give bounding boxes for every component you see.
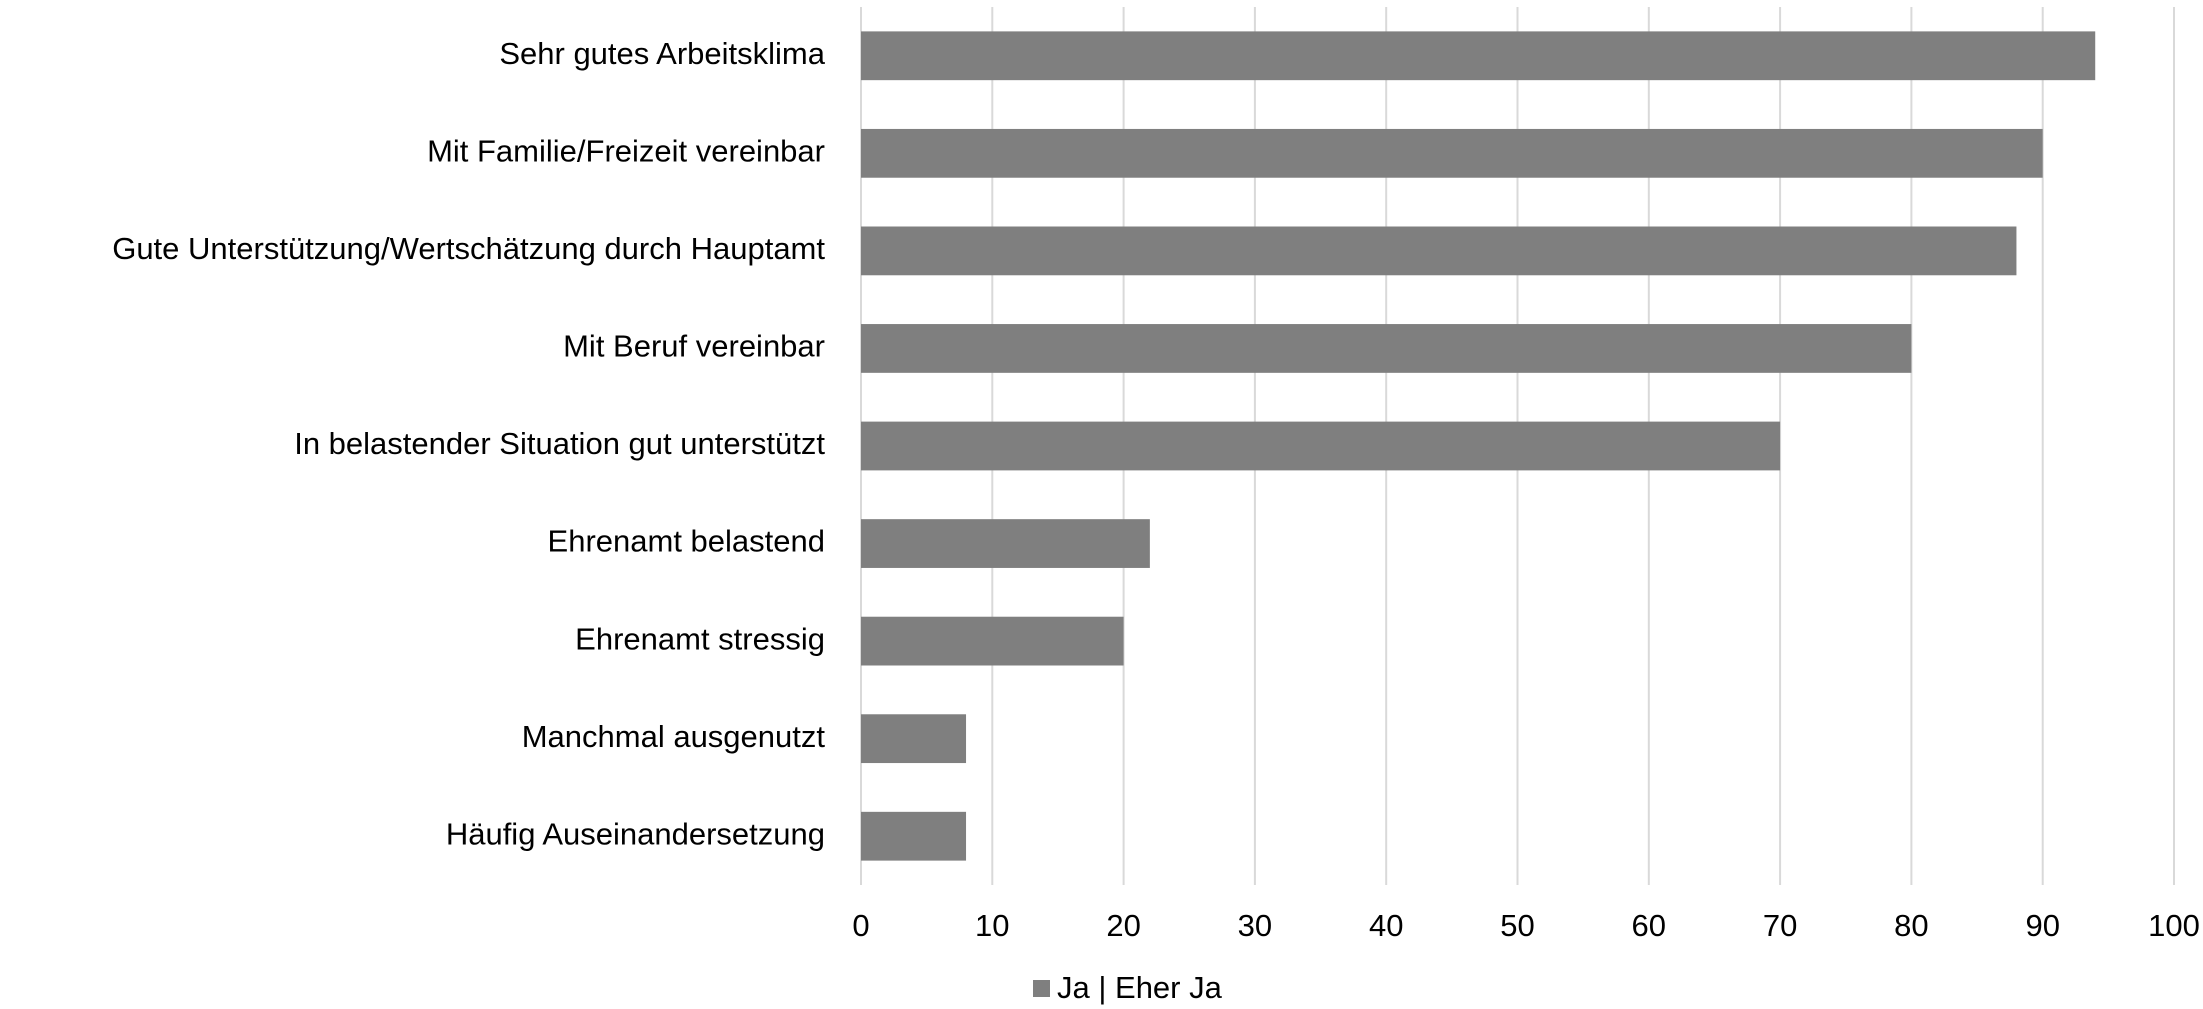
- y-tick-label: Sehr gutes Arbeitsklima: [499, 36, 825, 71]
- bar: [861, 128, 2043, 178]
- bar: [861, 616, 1124, 666]
- y-tick-label: Mit Familie/Freizeit vereinbar: [427, 134, 825, 169]
- x-tick-label: 100: [2148, 908, 2200, 943]
- x-tick-label: 0: [852, 908, 869, 943]
- x-tick-label: 80: [1894, 908, 1928, 943]
- y-tick-label: Ehrenamt stressig: [575, 621, 825, 656]
- bar: [861, 714, 967, 764]
- legend-label: Ja | Eher Ja: [1057, 970, 1223, 1005]
- bar: [861, 226, 2017, 276]
- x-tick-label: 90: [2025, 908, 2059, 943]
- y-tick-label: Mit Beruf vereinbar: [563, 329, 825, 364]
- x-tick-label: 50: [1500, 908, 1534, 943]
- x-tick-label: 20: [1106, 908, 1140, 943]
- legend-swatch: [1033, 980, 1050, 997]
- x-tick-label: 30: [1238, 908, 1272, 943]
- y-tick-label: Häufig Auseinandersetzung: [446, 816, 825, 851]
- y-tick-label: Gute Unterstützung/Wertschätzung durch H…: [112, 231, 825, 266]
- bar: [861, 421, 1781, 471]
- x-tick-label: 10: [975, 908, 1009, 943]
- x-tick-label: 60: [1632, 908, 1666, 943]
- x-tick-label: 70: [1763, 908, 1797, 943]
- bar: [861, 519, 1150, 568]
- y-tick-label: In belastender Situation gut unterstützt: [294, 426, 825, 461]
- y-tick-label: Manchmal ausgenutzt: [522, 719, 826, 754]
- bar: [861, 31, 2096, 81]
- bar: [861, 324, 1912, 373]
- y-tick-label: Ehrenamt belastend: [548, 524, 825, 559]
- bar: [861, 811, 967, 861]
- x-tick-label: 40: [1369, 908, 1403, 943]
